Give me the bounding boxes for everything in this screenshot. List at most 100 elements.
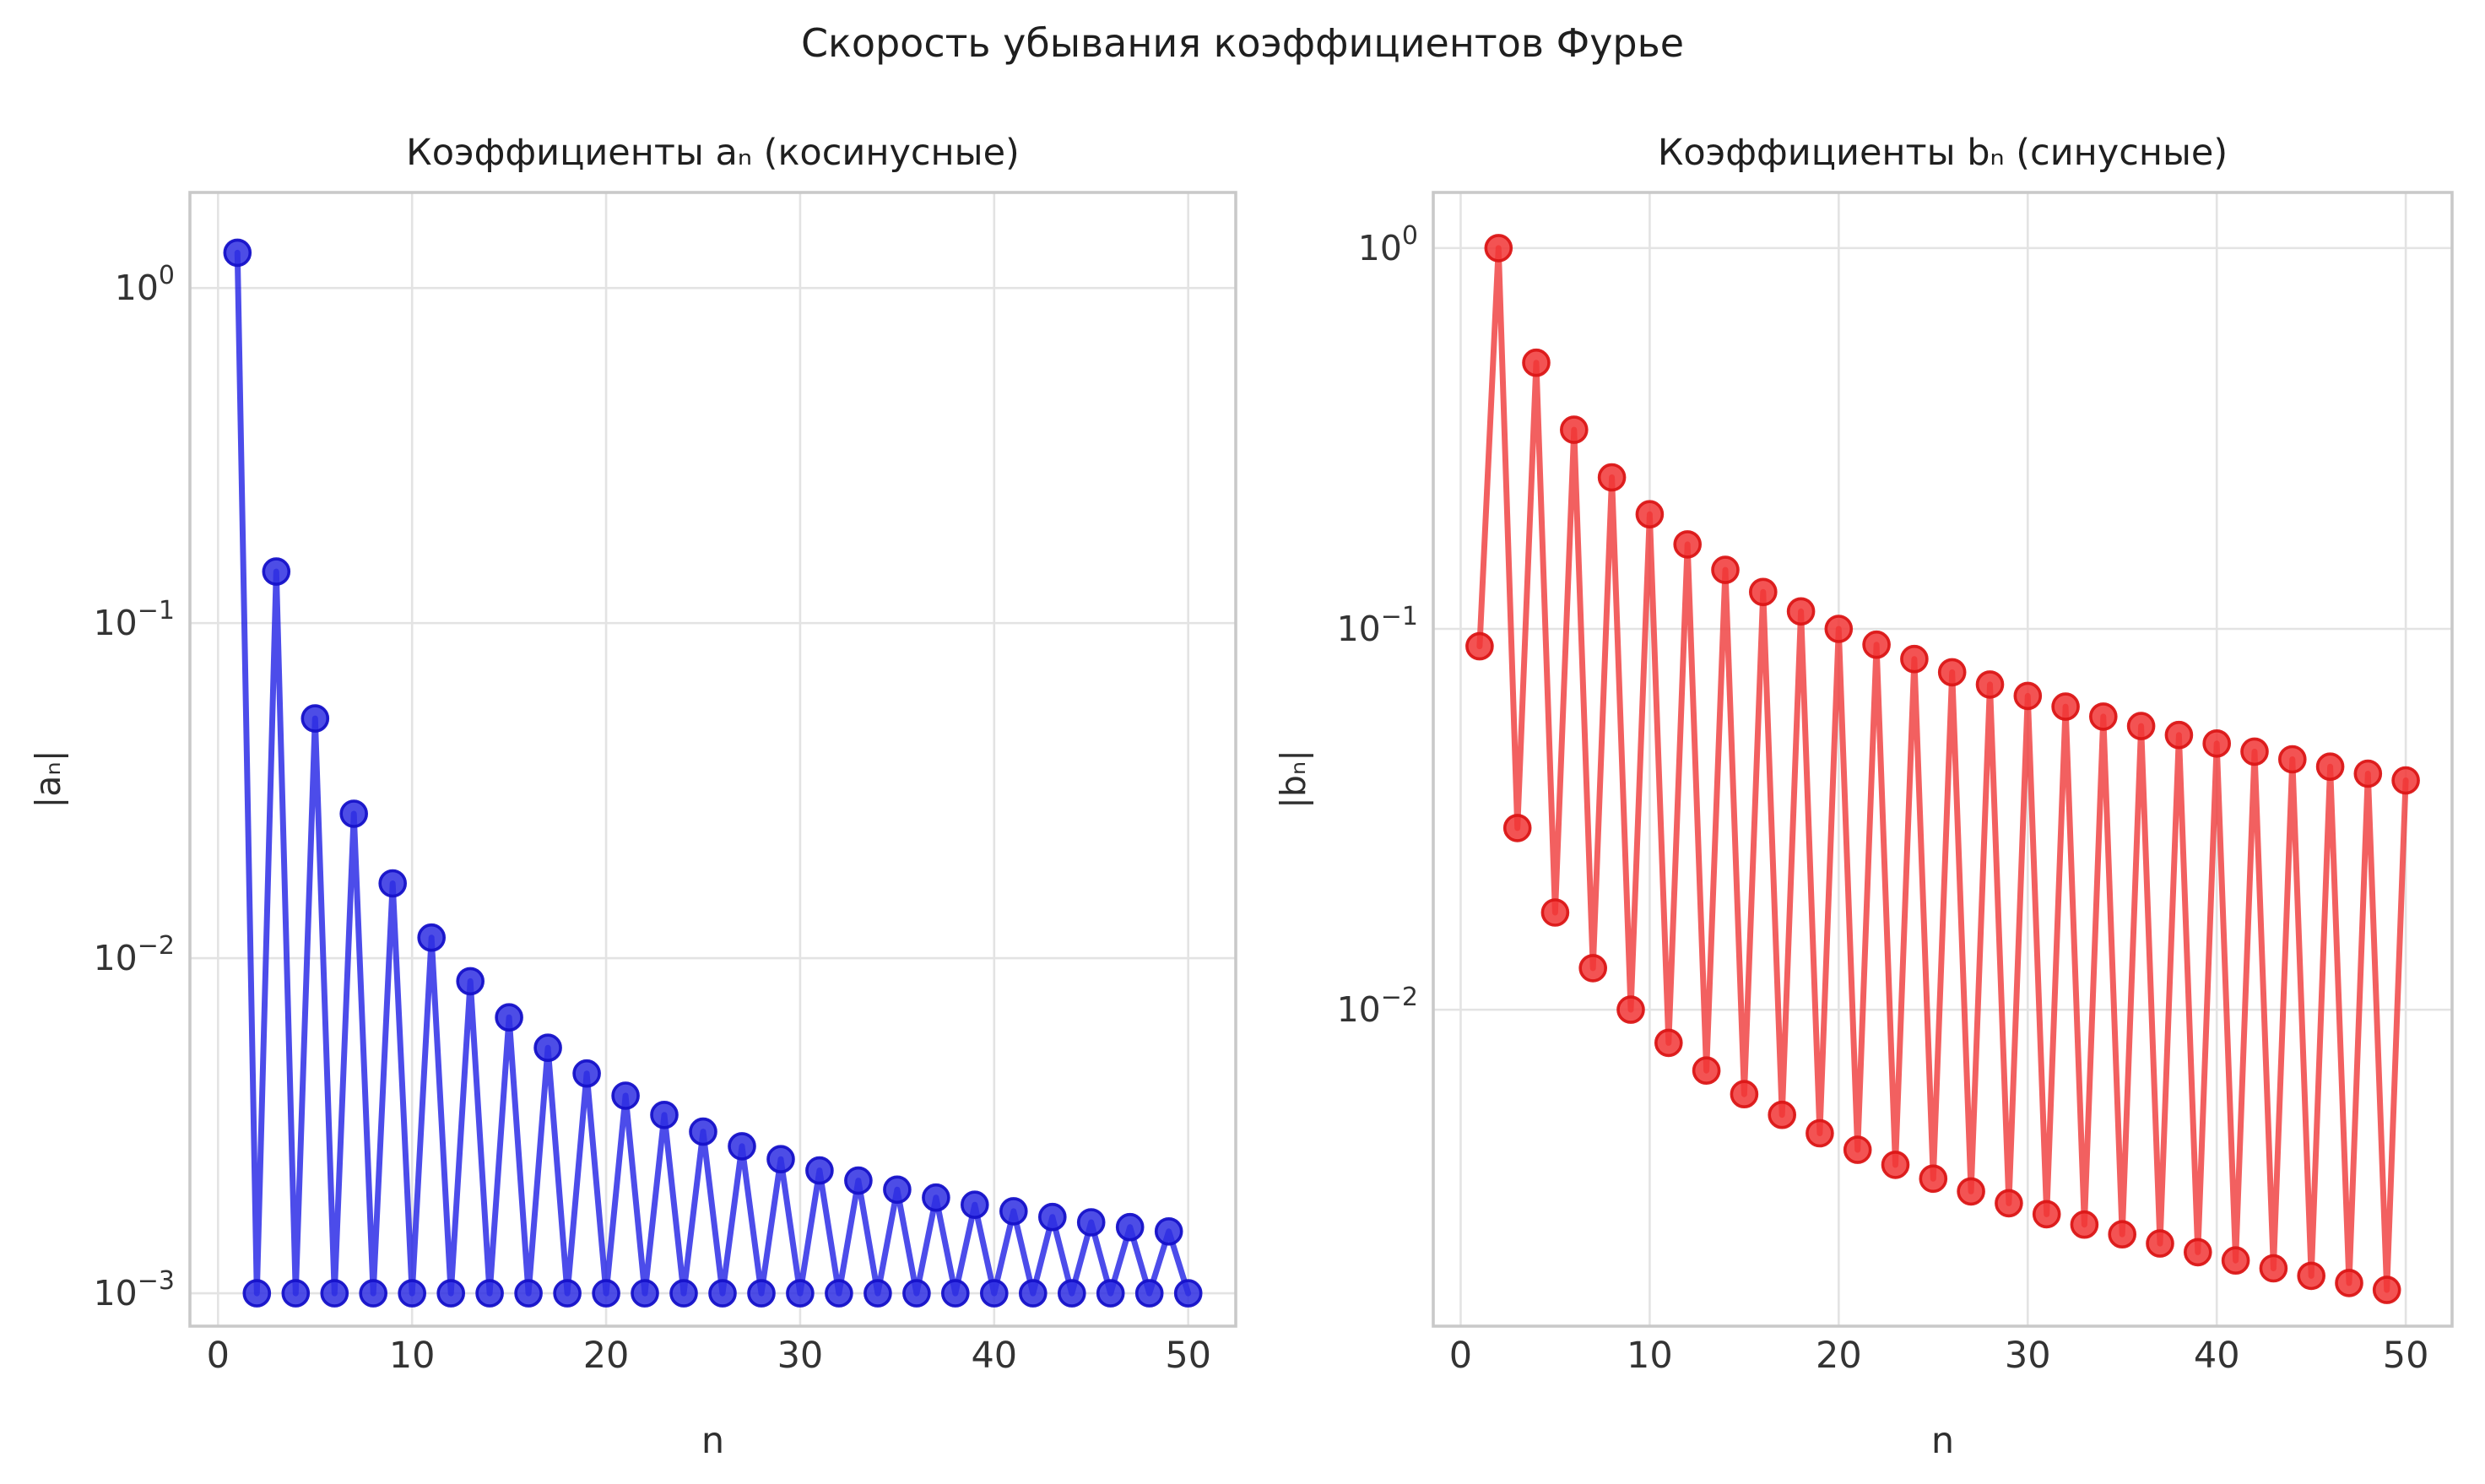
data-point-marker xyxy=(961,1190,989,1219)
left-panel-title: Коэффициенты aₙ (косинусные) xyxy=(406,132,1020,174)
data-point-marker xyxy=(1900,644,1929,674)
x-tick-label: 40 xyxy=(2194,1335,2240,1377)
data-point-marker xyxy=(2108,1220,2136,1248)
data-point-marker xyxy=(1957,1177,1985,1206)
data-point-marker xyxy=(533,1033,562,1062)
data-point-marker xyxy=(1616,995,1645,1024)
data-point-marker xyxy=(2259,1254,2288,1283)
data-point-marker xyxy=(1096,1279,1125,1308)
figure-title: Скорость убывания коэффициентов Фурье xyxy=(800,20,1685,66)
data-point-marker xyxy=(1711,555,1740,584)
data-point-marker xyxy=(2391,766,2420,795)
data-point-marker xyxy=(1862,630,1891,659)
y-tick-label: 10−2 xyxy=(1337,983,1418,1030)
data-point-marker xyxy=(2372,1275,2401,1304)
panel-1: 0 10 20 30 40 50 100 10−1 10−2 xyxy=(1337,191,2454,1377)
data-point-marker xyxy=(1995,1189,2023,1218)
y-tick-label: 10−1 xyxy=(94,596,175,643)
data-point-marker xyxy=(825,1279,853,1308)
data-point-marker xyxy=(1597,463,1627,492)
data-point-marker xyxy=(883,1175,912,1205)
data-point-marker xyxy=(1824,615,1854,643)
data-point-marker xyxy=(650,1101,679,1129)
data-point-marker xyxy=(300,704,330,733)
data-point-marker xyxy=(2315,752,2345,782)
x-tick-label: 20 xyxy=(1816,1335,1862,1377)
data-point-marker xyxy=(456,967,485,996)
data-point-marker xyxy=(242,1279,272,1308)
data-point-marker xyxy=(2089,702,2118,731)
data-point-marker xyxy=(980,1279,1009,1308)
data-point-marker xyxy=(1578,954,1607,983)
data-point-marker xyxy=(1786,597,1816,626)
data-point-marker xyxy=(1076,1208,1106,1237)
data-point-marker xyxy=(941,1279,970,1308)
data-point-marker xyxy=(1730,1080,1759,1108)
data-point-marker xyxy=(2184,1238,2212,1267)
data-point-marker xyxy=(339,799,369,828)
data-point-marker xyxy=(359,1279,388,1308)
x-tick-label: 40 xyxy=(971,1335,1017,1377)
right-y-axis-label: |bₙ| xyxy=(1273,750,1313,809)
data-point-marker xyxy=(2221,1246,2250,1275)
data-point-marker xyxy=(747,1279,776,1308)
data-point-marker xyxy=(2202,728,2231,758)
data-point-marker xyxy=(572,1059,601,1088)
data-point-marker xyxy=(1692,1056,1721,1085)
data-point-marker xyxy=(1560,415,1589,444)
data-point-marker xyxy=(262,557,291,586)
data-point-marker xyxy=(1975,670,2005,699)
panel-0: 0 10 20 30 40 50 100 10−1 10−2 10−3 xyxy=(94,191,1237,1377)
data-point-marker xyxy=(1881,1151,1910,1179)
data-point-marker xyxy=(1749,577,1778,607)
data-point-marker xyxy=(592,1279,620,1308)
x-tick-label: 0 xyxy=(207,1335,230,1377)
data-point-marker xyxy=(514,1279,543,1308)
data-point-marker xyxy=(1134,1279,1164,1308)
data-point-marker xyxy=(669,1279,698,1308)
data-point-marker xyxy=(2146,1229,2174,1258)
data-point-marker xyxy=(1465,631,1494,661)
x-tick-label: 20 xyxy=(583,1335,630,1377)
data-point-marker xyxy=(611,1081,640,1110)
right-x-axis-label: n xyxy=(1930,1420,1955,1462)
left-y-axis-label: |aₙ| xyxy=(28,750,68,809)
data-point-marker xyxy=(1654,1028,1683,1058)
data-point-marker xyxy=(2335,1269,2363,1297)
data-point-marker xyxy=(495,1003,523,1032)
data-point-marker xyxy=(2297,1261,2325,1291)
data-point-marker xyxy=(1843,1135,1872,1164)
data-point-marker xyxy=(2240,737,2269,766)
data-point-marker xyxy=(2126,712,2156,740)
data-point-marker xyxy=(281,1279,311,1308)
data-point-marker xyxy=(805,1156,834,1185)
data-point-marker xyxy=(1115,1212,1145,1242)
data-point-marker xyxy=(708,1279,737,1308)
data-point-marker xyxy=(1540,898,1570,927)
axes-spines xyxy=(1432,191,2454,1328)
x-tick-label: 30 xyxy=(2005,1335,2051,1377)
data-point-marker xyxy=(417,923,447,952)
data-point-marker xyxy=(786,1279,815,1308)
x-tick-label: 10 xyxy=(389,1335,436,1377)
data-point-marker xyxy=(2164,720,2194,750)
x-tick-label: 10 xyxy=(1627,1335,1673,1377)
data-point-marker xyxy=(689,1117,717,1146)
y-tick-label: 10−2 xyxy=(94,931,175,978)
data-point-marker xyxy=(1154,1217,1183,1246)
data-point-marker xyxy=(553,1279,582,1308)
y-tick-label: 100 xyxy=(1358,221,1418,268)
data-point-marker xyxy=(766,1145,795,1173)
data-point-marker xyxy=(999,1197,1028,1226)
data-point-marker xyxy=(1635,500,1665,529)
data-point-marker xyxy=(398,1279,427,1308)
data-point-marker xyxy=(1019,1279,1048,1308)
data-point-marker xyxy=(2032,1200,2061,1229)
data-point-marker xyxy=(844,1166,873,1195)
data-point-marker xyxy=(378,869,408,898)
left-x-axis-label: n xyxy=(701,1420,725,1462)
data-point-marker xyxy=(728,1132,756,1161)
axes-spines xyxy=(188,191,1237,1328)
